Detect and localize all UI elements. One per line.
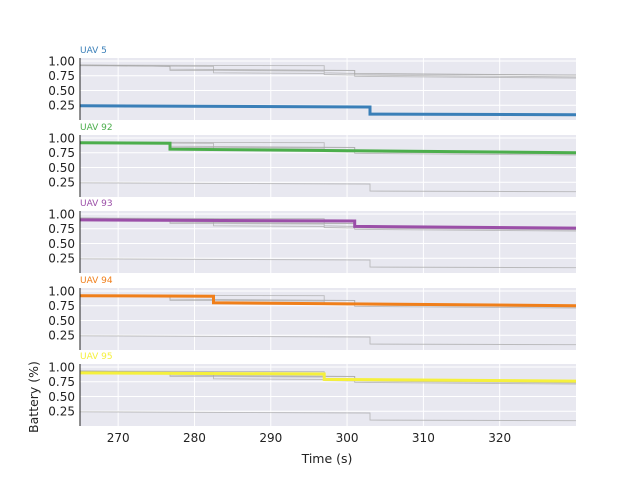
- panel-label: UAV 92: [80, 123, 113, 133]
- panel-label: UAV 94: [80, 276, 113, 286]
- y-tick-label: 1.00: [48, 131, 75, 145]
- panel-uav-92: 0.250.500.751.00 UAV 92: [48, 123, 577, 197]
- background-series-line: [79, 411, 577, 422]
- panel-label: UAV 95: [80, 352, 113, 362]
- x-tick-label: 290: [259, 431, 282, 445]
- background-series-line: [79, 335, 577, 346]
- series-line: [79, 218, 577, 230]
- y-tick-label: 0.25: [48, 405, 75, 419]
- panel-uav-93: 0.250.500.751.00 UAV 93: [48, 199, 577, 273]
- y-tick-label: 0.25: [48, 252, 75, 266]
- plot-background: [80, 58, 576, 120]
- y-tick-label: 0.50: [48, 314, 75, 328]
- y-tick-label: 0.25: [48, 99, 75, 113]
- series-line: [79, 141, 577, 155]
- x-tick-label: 310: [412, 431, 435, 445]
- x-axis-title: Time (s): [301, 451, 353, 466]
- background-series-line: [79, 182, 577, 193]
- plot-background: [80, 288, 576, 350]
- y-tick-label: 0.50: [48, 161, 75, 175]
- y-tick-label: 0.75: [48, 222, 75, 236]
- panel-uav-5: 0.250.500.751.00 UAV 5: [48, 46, 577, 120]
- y-tick-label: 0.75: [48, 146, 75, 160]
- x-tick-label: 270: [107, 431, 130, 445]
- y-tick-label: 0.75: [48, 299, 75, 313]
- y-tick-label: 1.00: [48, 284, 75, 298]
- panel-label: UAV 93: [80, 199, 113, 209]
- y-tick-label: 1.00: [48, 207, 75, 221]
- y-axis-title: Battery (%): [26, 361, 41, 433]
- y-tick-label: 0.25: [48, 329, 75, 343]
- y-tick-label: 1.00: [48, 360, 75, 374]
- background-series-line: [79, 258, 577, 269]
- x-tick-label: 320: [488, 431, 511, 445]
- series-line: [79, 371, 577, 383]
- y-tick-label: 0.50: [48, 237, 75, 251]
- x-tick-label: 280: [183, 431, 206, 445]
- series-line: [79, 104, 577, 117]
- plot-background: [80, 135, 576, 197]
- panel-uav-95: 0.250.500.751.00 UAV 95: [48, 352, 577, 426]
- background-series-line: [79, 65, 577, 78]
- y-tick-label: 0.50: [48, 390, 75, 404]
- panel-label: UAV 5: [80, 46, 107, 56]
- y-tick-label: 0.50: [48, 84, 75, 98]
- y-tick-label: 0.25: [48, 176, 75, 190]
- x-axis: 270 280 290 300 310 320: [107, 431, 511, 445]
- series-line: [79, 294, 577, 308]
- panel-uav-94: 0.250.500.751.00 UAV 94: [48, 276, 577, 350]
- y-tick-label: 1.00: [48, 54, 75, 68]
- y-tick-label: 0.75: [48, 69, 75, 83]
- background-series-line: [79, 64, 577, 76]
- x-tick-label: 300: [336, 431, 359, 445]
- y-tick-label: 0.75: [48, 375, 75, 389]
